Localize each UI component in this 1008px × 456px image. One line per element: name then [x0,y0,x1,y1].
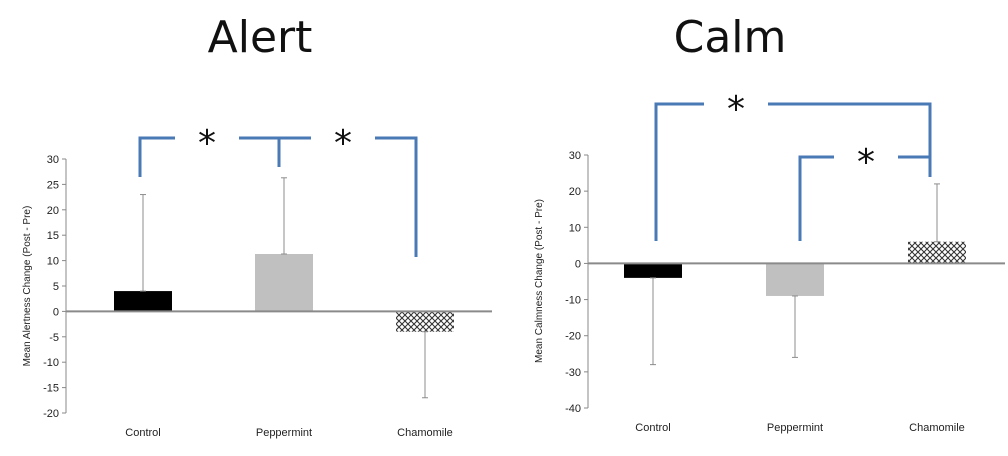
calm-significance-bracket [768,102,932,177]
calm-category-label: Control [635,422,670,434]
alert-y-tick-label: -15 [43,383,59,395]
alert-significance-bracket [277,136,311,167]
calm-y-tick-label: 0 [575,258,581,270]
alert-significance-star: * [334,123,352,164]
alert-y-tick-label: 10 [47,256,59,268]
calm-significance-star: * [727,89,745,130]
alert-significance-bracket [375,136,418,257]
calm-y-tick-label: -40 [565,403,581,415]
alert-y-tick-label: -5 [49,332,59,344]
alert-category-label: Control [125,427,160,439]
calm-y-tick-label: 30 [569,150,581,162]
calm-y-tick-label: -20 [565,331,581,343]
calm-category-label: Chamomile [909,422,965,434]
alert-bar-control [114,291,172,312]
calm-category-label: Peppermint [767,422,823,434]
calm-y-tick-label: -30 [565,367,581,379]
calm-y-tick-label: -10 [565,295,581,307]
alert-significance-bracket [239,136,281,167]
chart-title-alert: Alert [207,12,313,63]
alert-y-tick-label: 5 [53,281,59,293]
alert-y-tick-label: 0 [53,306,59,318]
calm-significance-bracket [654,102,704,241]
calm-y-tick-label: 10 [569,222,581,234]
alert-y-axis-label: Mean Alertness Change (Post - Pre) [22,206,33,367]
alert-category-label: Chamomile [397,427,453,439]
alert-y-tick-label: 25 [47,179,59,191]
chart-title-calm: Calm [673,12,787,63]
calm-y-tick-label: 20 [569,186,581,198]
alert-category-label: Peppermint [256,427,312,439]
alert-y-tick-label: -20 [43,408,59,420]
calm-bar-chamomile [908,241,966,264]
calm-significance-bracket [798,155,834,241]
calm-significance-bracket [898,155,932,177]
calm-bar-control [624,263,682,278]
alert-significance-star: * [198,123,216,164]
alert-y-tick-label: 30 [47,154,59,166]
alert-significance-bracket [138,136,175,177]
calm-y-axis-label: Mean Calmness Change (Post - Pre) [534,199,545,363]
alert-bar-chamomile [396,311,454,332]
calm-significance-star: * [857,142,875,183]
alert-bar-peppermint [255,253,313,312]
alert-y-tick-label: 15 [47,230,59,242]
alert-y-tick-label: 20 [47,205,59,217]
calm-bar-peppermint [766,263,824,296]
alert-y-tick-label: -10 [43,357,59,369]
